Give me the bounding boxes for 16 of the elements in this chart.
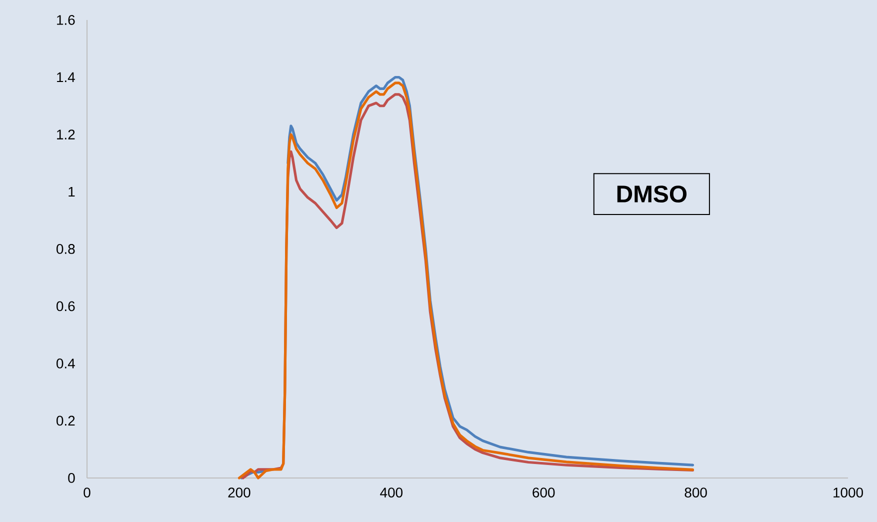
x-tick-label: 600 bbox=[532, 488, 555, 498]
y-tick-label: 1.2 bbox=[57, 130, 75, 140]
y-tick-label: 0.2 bbox=[56, 416, 75, 426]
y-tick-label: 0.4 bbox=[56, 358, 75, 368]
annotation: DMSO bbox=[617, 186, 687, 202]
y-tick-label: 0 bbox=[68, 473, 75, 483]
x-tick-label: 400 bbox=[380, 488, 402, 498]
x-tick-label: 800 bbox=[684, 488, 707, 498]
y-tick-label: 1 bbox=[68, 186, 75, 197]
y-tick-label: 0.8 bbox=[56, 244, 75, 254]
y-tick-label: 1.6 bbox=[57, 15, 75, 25]
x-tick-label: 200 bbox=[228, 488, 250, 498]
y-tick-label: 1.4 bbox=[57, 72, 75, 82]
x-tick-label: 0 bbox=[84, 488, 90, 498]
y-tick-label: 0.6 bbox=[56, 301, 75, 312]
x-tick-label: 1000 bbox=[834, 488, 863, 498]
